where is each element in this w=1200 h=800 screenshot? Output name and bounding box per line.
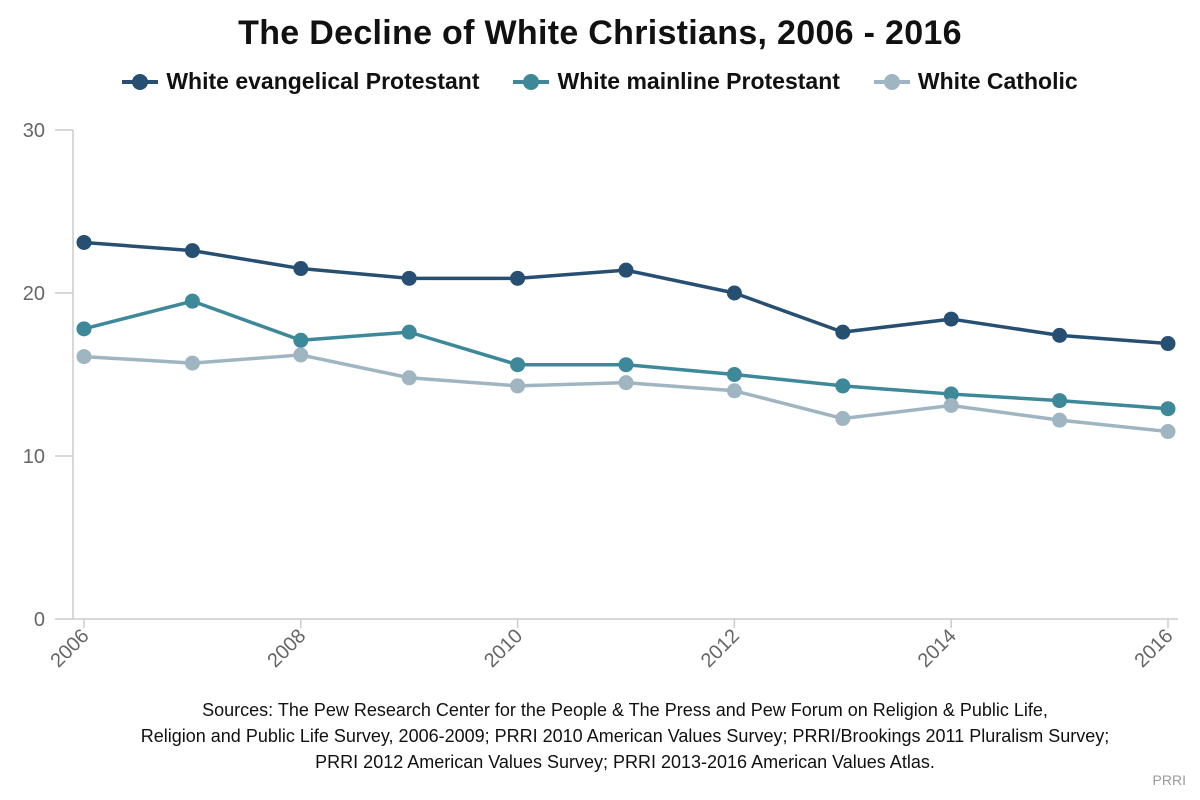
data-point-white-catholic[interactable] bbox=[1160, 424, 1176, 440]
data-point-white-catholic[interactable] bbox=[726, 383, 742, 399]
data-point-white-mainline-protestant[interactable] bbox=[401, 324, 417, 340]
legend-label-white-catholic: White Catholic bbox=[917, 68, 1078, 94]
series-line-white-mainline-protestant bbox=[82, 299, 1170, 411]
data-point-white-catholic[interactable] bbox=[1052, 412, 1068, 428]
y-tick-label: 30 bbox=[23, 120, 45, 142]
data-point-white-mainline-protestant[interactable] bbox=[835, 378, 851, 394]
legend-marker-white-mainline-protestant bbox=[513, 73, 550, 90]
data-point-white-mainline-protestant[interactable] bbox=[510, 357, 526, 373]
sources-line-2: Religion and Public Life Survey, 2006-20… bbox=[140, 726, 1110, 746]
sources-line-3: PRRI 2012 American Values Survey; PRRI 2… bbox=[315, 752, 935, 772]
chart-title: The Decline of White Christians, 2006 - … bbox=[238, 14, 962, 52]
legend: White evangelical Protestant White mainl… bbox=[0, 68, 1200, 95]
data-point-white-catholic[interactable] bbox=[293, 347, 309, 363]
y-tick-label: 20 bbox=[23, 283, 45, 305]
legend-marker-white-catholic bbox=[873, 73, 910, 90]
data-point-white-mainline-protestant[interactable] bbox=[76, 321, 92, 337]
data-point-white-catholic[interactable] bbox=[835, 411, 851, 427]
data-point-white-mainline-protestant[interactable] bbox=[184, 293, 200, 309]
data-point-white-mainline-protestant[interactable] bbox=[726, 367, 742, 382]
x-tick-label: 2014 bbox=[914, 625, 961, 672]
data-point-white-evangelical-protestant[interactable] bbox=[510, 270, 526, 286]
data-point-white-evangelical-protestant[interactable] bbox=[401, 270, 417, 286]
data-point-white-evangelical-protestant[interactable] bbox=[293, 261, 309, 277]
data-point-white-catholic[interactable] bbox=[618, 375, 634, 391]
legend-label-white-mainline-protestant: White mainline Protestant bbox=[557, 68, 840, 94]
credit-label: PRRI bbox=[1152, 772, 1186, 788]
legend-marker-white-evangelical-protestant bbox=[122, 73, 159, 90]
data-point-white-evangelical-protestant[interactable] bbox=[1052, 327, 1068, 343]
x-tick-label: 2008 bbox=[263, 625, 310, 672]
data-point-white-mainline-protestant[interactable] bbox=[293, 332, 309, 348]
data-point-white-catholic[interactable] bbox=[510, 378, 526, 394]
data-point-white-catholic[interactable] bbox=[76, 349, 92, 365]
sources-note: Sources: The Pew Research Center for the… bbox=[0, 697, 1200, 775]
x-tick-label: 2006 bbox=[47, 625, 94, 672]
data-point-white-mainline-protestant[interactable] bbox=[618, 357, 634, 373]
x-tick-label: 2012 bbox=[697, 625, 744, 672]
legend-label-white-evangelical-protestant: White evangelical Protestant bbox=[166, 68, 480, 94]
x-tick-label: 2016 bbox=[1131, 625, 1178, 672]
y-tick-label: 10 bbox=[23, 446, 45, 468]
data-point-white-catholic[interactable] bbox=[184, 355, 200, 371]
series-layer bbox=[76, 234, 1176, 440]
data-point-white-evangelical-protestant[interactable] bbox=[726, 285, 742, 301]
data-point-white-evangelical-protestant[interactable] bbox=[184, 243, 200, 259]
data-point-white-catholic[interactable] bbox=[401, 370, 417, 386]
data-point-white-evangelical-protestant[interactable] bbox=[76, 234, 92, 250]
data-point-white-evangelical-protestant[interactable] bbox=[618, 262, 634, 278]
data-point-white-mainline-protestant[interactable] bbox=[943, 386, 959, 402]
series-line-white-evangelical-protestant bbox=[82, 240, 1170, 346]
x-tick-label: 2010 bbox=[480, 625, 527, 672]
data-point-white-evangelical-protestant[interactable] bbox=[835, 324, 851, 340]
legend-item-white-mainline-protestant[interactable]: White mainline Protestant bbox=[513, 68, 840, 95]
y-tick-label: 0 bbox=[34, 609, 45, 631]
sources-line-1: Sources: The Pew Research Center for the… bbox=[202, 700, 1048, 720]
legend-item-white-evangelical-protestant[interactable]: White evangelical Protestant bbox=[122, 68, 479, 95]
legend-item-white-catholic[interactable]: White Catholic bbox=[873, 68, 1078, 95]
data-point-white-mainline-protestant[interactable] bbox=[1160, 401, 1176, 417]
data-point-white-catholic[interactable] bbox=[943, 397, 959, 413]
data-point-white-mainline-protestant[interactable] bbox=[1052, 393, 1068, 409]
data-point-white-evangelical-protestant[interactable] bbox=[1160, 336, 1176, 352]
data-point-white-evangelical-protestant[interactable] bbox=[943, 311, 959, 327]
